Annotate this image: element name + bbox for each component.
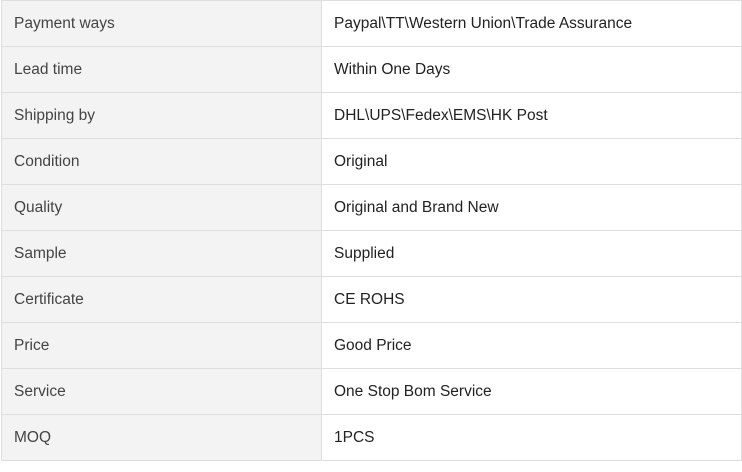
row-value: Original [321, 138, 742, 185]
row-value: CE ROHS [321, 276, 742, 323]
row-label: Quality [1, 184, 322, 231]
table-row: Lead time Within One Days [1, 46, 742, 93]
row-value: Good Price [321, 322, 742, 369]
table-row: Sample Supplied [1, 230, 742, 277]
row-value: DHL\UPS\Fedex\EMS\HK Post [321, 92, 742, 139]
specifications-table: Payment ways Paypal\TT\Western Union\Trad… [1, 0, 742, 461]
row-label: Lead time [1, 46, 322, 93]
table-row: Quality Original and Brand New [1, 184, 742, 231]
table-row: Shipping by DHL\UPS\Fedex\EMS\HK Post [1, 92, 742, 139]
row-value: 1PCS [321, 414, 742, 461]
row-label: MOQ [1, 414, 322, 461]
row-label: Certificate [1, 276, 322, 323]
row-value: Supplied [321, 230, 742, 277]
table-row: Certificate CE ROHS [1, 276, 742, 323]
table-row: Service One Stop Bom Service [1, 368, 742, 415]
row-label: Price [1, 322, 322, 369]
row-label: Sample [1, 230, 322, 277]
table-row: MOQ 1PCS [1, 414, 742, 461]
row-label: Payment ways [1, 0, 322, 47]
row-label: Shipping by [1, 92, 322, 139]
row-label: Service [1, 368, 322, 415]
row-value: Paypal\TT\Western Union\Trade Assurance [321, 0, 742, 47]
table-row: Payment ways Paypal\TT\Western Union\Trad… [1, 0, 742, 47]
row-value: One Stop Bom Service [321, 368, 742, 415]
table-row: Condition Original [1, 138, 742, 185]
row-value: Original and Brand New [321, 184, 742, 231]
table-row: Price Good Price [1, 322, 742, 369]
row-label: Condition [1, 138, 322, 185]
row-value: Within One Days [321, 46, 742, 93]
